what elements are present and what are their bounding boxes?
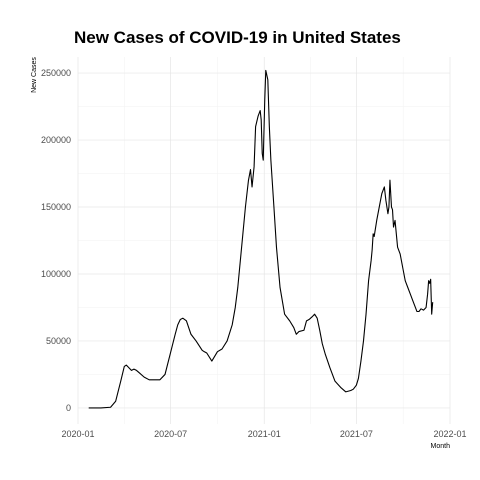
y-tick-label: 0 bbox=[66, 403, 71, 413]
series-line bbox=[88, 69, 434, 409]
x-tick-label: 2020-07 bbox=[154, 429, 187, 439]
y-axis-label: New Cases bbox=[31, 57, 38, 93]
x-axis-label: Month bbox=[431, 443, 451, 450]
y-tick-label: 150000 bbox=[41, 202, 71, 212]
x-tick-label: 2022-01 bbox=[433, 429, 466, 439]
x-ticks-group: 2020-01 2020-07 2021-01 2021-07 2022-01 bbox=[61, 429, 466, 439]
y-tick-label: 200000 bbox=[41, 135, 71, 145]
y-tick-label: 50000 bbox=[46, 336, 71, 346]
x-tick-label: 2021-07 bbox=[340, 429, 373, 439]
y-ticks-group: 0 50000 100000 150000 200000 250000 bbox=[41, 68, 71, 413]
x-tick-label: 2021-01 bbox=[248, 429, 281, 439]
x-tick-label: 2020-01 bbox=[61, 429, 94, 439]
chart-title: New Cases of COVID-19 in United States bbox=[74, 28, 401, 47]
y-tick-label: 100000 bbox=[41, 269, 71, 279]
y-tick-label: 250000 bbox=[41, 68, 71, 78]
